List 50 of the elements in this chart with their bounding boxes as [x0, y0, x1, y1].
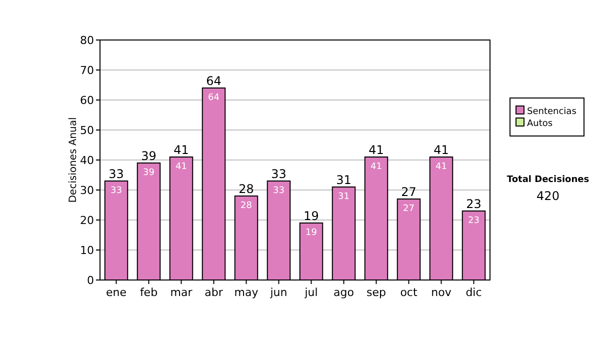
total-label: 64: [206, 74, 222, 88]
y-tick-label: 60: [80, 94, 94, 107]
total-label: 41: [174, 143, 189, 157]
legend-label: Autos: [527, 119, 553, 129]
data-label: 41: [176, 162, 187, 172]
data-label: 41: [436, 162, 447, 172]
x-tick-label: jul: [304, 286, 318, 299]
y-tick-label: 80: [80, 34, 94, 47]
y-tick-label: 20: [80, 214, 94, 227]
total-label: 31: [336, 173, 352, 187]
total-label: 28: [238, 182, 254, 196]
total-label: 39: [141, 149, 156, 163]
x-tick-label: dic: [466, 286, 482, 299]
data-label: 28: [240, 201, 252, 211]
total-label: 27: [401, 185, 416, 199]
x-tick-label: ago: [334, 286, 354, 299]
data-label: 33: [273, 186, 284, 196]
total-label: 19: [304, 209, 319, 223]
data-label: 19: [306, 228, 318, 238]
x-tick-label: abr: [204, 286, 224, 299]
x-tick-label: sep: [366, 286, 386, 299]
x-tick-label: jun: [269, 286, 288, 299]
total-label: 33: [271, 167, 286, 181]
total-label: 41: [368, 143, 384, 157]
y-tick-label: 30: [80, 184, 94, 197]
x-tick-label: oct: [400, 286, 418, 299]
data-label: 33: [110, 186, 122, 196]
total-label: 41: [434, 143, 449, 157]
x-tick-label: may: [234, 286, 259, 299]
total-label: 23: [466, 197, 482, 211]
x-tick-label: mar: [170, 286, 193, 299]
legend-label: Sentencias: [527, 107, 577, 117]
total-label: 33: [108, 167, 124, 181]
x-tick-label: nov: [431, 286, 452, 299]
y-tick-label: 40: [80, 154, 94, 167]
x-tick-label: feb: [140, 286, 158, 299]
data-label: 41: [370, 162, 382, 172]
y-tick-label: 70: [80, 64, 94, 77]
text: Total Decisiones: [506, 175, 590, 185]
data-label: 39: [143, 168, 155, 178]
text: 420: [536, 189, 560, 203]
data-label: 23: [468, 216, 480, 226]
data-label: 27: [403, 204, 414, 214]
y-tick-label: 10: [80, 244, 94, 257]
y-axis-title: Decisiones Anual: [68, 117, 79, 203]
data-label: 64: [208, 93, 220, 103]
y-tick-label: 50: [80, 124, 94, 137]
y-tick-label: 0: [87, 274, 94, 287]
data-label: 31: [338, 192, 350, 202]
x-tick-label: ene: [106, 286, 127, 299]
